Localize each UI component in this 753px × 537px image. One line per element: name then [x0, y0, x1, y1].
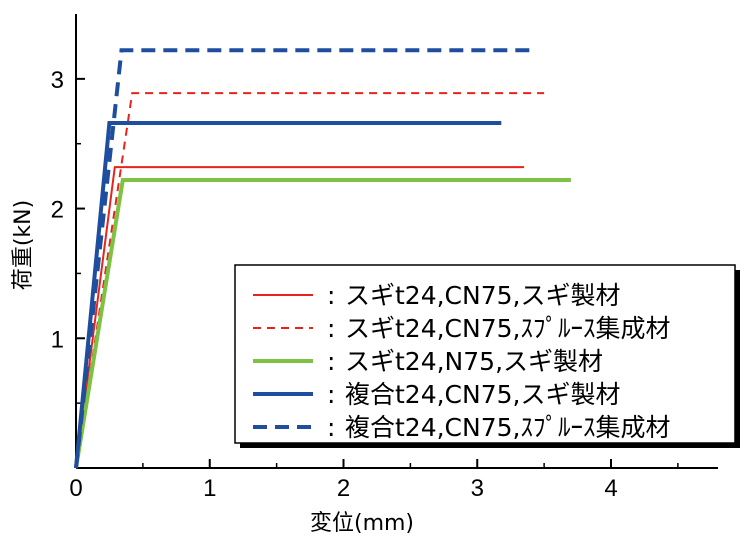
legend-separator: :	[327, 380, 335, 409]
x-tick-label: 2	[337, 475, 350, 502]
legend-label-5: 複合t24,CN75,ｽﾌﾟﾙｰｽ集成材	[345, 413, 670, 442]
legend-label-2: スギt24,CN75,ｽﾌﾟﾙｰｽ集成材	[345, 314, 670, 343]
y-tick-label: 3	[51, 67, 64, 94]
x-tick-label: 0	[69, 475, 82, 502]
legend-separator: :	[327, 347, 335, 376]
series-layer	[74, 48, 571, 469]
legend-box	[234, 264, 736, 444]
legend-separator: :	[327, 314, 335, 343]
x-tick-label: 4	[604, 475, 617, 502]
x-axis-title: 変位(mm)	[310, 511, 414, 536]
series-line-5	[74, 48, 531, 469]
legend-label-4: 複合t24,CN75,スギ製材	[345, 380, 620, 409]
axes: 1 2 3 0 1 2 3 4	[51, 14, 718, 502]
y-axis-title: 荷重(kN)	[11, 200, 36, 290]
x-tick-label: 1	[203, 475, 216, 502]
axis-titles: 変位(mm) 荷重(kN)	[11, 200, 414, 536]
legend-separator: :	[327, 281, 335, 310]
legend-label-3: スギt24,N75,スギ製材	[345, 347, 603, 376]
legend-separator: :	[327, 413, 335, 442]
legend-label-1: スギt24,CN75,スギ製材	[345, 281, 620, 310]
series-line-3	[74, 178, 571, 469]
y-tick-label: 1	[51, 326, 64, 353]
x-tick-label: 3	[471, 475, 484, 502]
y-tick-label: 2	[51, 197, 64, 224]
legend: : スギt24,CN75,スギ製材: スギt24,CN75,ｽﾌﾟﾙｰｽ集成材: スギ…	[234, 264, 740, 448]
